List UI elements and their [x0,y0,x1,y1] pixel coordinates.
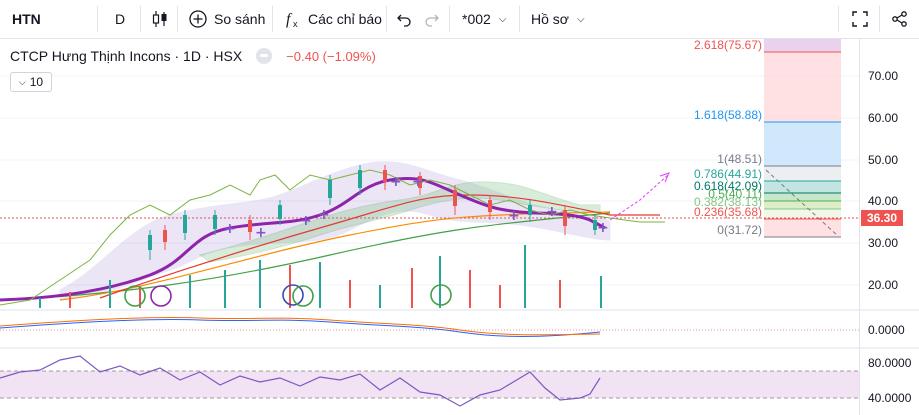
svg-text:+: + [300,213,312,229]
divider [177,6,178,32]
share-icon [892,11,907,27]
candles-icon [152,11,167,27]
symbol-button[interactable]: HTN [12,0,41,38]
rsi-pane[interactable] [0,355,859,407]
fib-label: 1.618(58.88) [693,108,762,122]
fib-label: 2.618(75.67) [693,38,762,52]
plus-circle-icon [189,10,207,28]
ma-long [0,212,611,301]
price-axis-label: 70.00 [868,69,899,83]
fib-label: 0.5(40.11) [708,187,762,201]
compare-button[interactable]: So sánh [188,0,265,38]
indicators-label: Các chỉ báo [308,11,382,27]
price-axis-label: 20.00 [868,278,899,292]
svg-text:+: + [255,225,267,241]
chevron-down-icon: ⌵ [576,13,585,25]
layout-button[interactable]: *002 ⌵ [462,0,506,38]
fib-label: 1(48.51) [717,152,762,166]
svg-text:+: + [508,208,520,224]
projection-arrow [609,174,669,221]
price-axis-label: 40.00 [868,194,899,208]
circle-signals [124,284,452,307]
rsi-axis-label: 80.0000 [868,356,912,370]
layout-label: *002 [462,11,491,27]
svg-text:f: f [286,11,293,28]
current-price-tag: 36.30 [861,210,903,226]
undo-icon [397,14,411,27]
ma-red [99,194,660,299]
redo-button[interactable] [424,0,440,38]
candles[interactable] [148,165,597,260]
profile-label: Hồ sơ [531,11,569,27]
compare-label: So sánh [214,11,266,27]
price-change: −0.40 (−1.09%) [286,48,376,64]
divider [879,6,880,32]
share-button[interactable] [891,0,909,38]
divider [449,6,450,32]
signal-markers: + + + + + + + + + [224,174,609,241]
price-axis-label: 60.00 [868,111,899,125]
svg-text:+: + [318,207,330,223]
symbol-description: CTCP Hưng Thịnh Incons · 1D · HSX [10,48,243,64]
macd-pane[interactable] [0,316,859,337]
symbol-label: HTN [12,11,41,27]
indicators-button[interactable]: f x Các chỉ báo [284,0,382,38]
ichimoku-cloud [198,181,601,263]
indicators-collapse-button[interactable]: ⌵ 10 [10,72,52,92]
svg-text:x: x [293,19,298,29]
divider [97,6,98,32]
price-axis-divider [859,39,860,415]
fib-label: 0.236(35.68) [693,205,762,219]
price-axis-label: 30.00 [868,236,899,250]
eye-icon[interactable] [256,48,273,64]
macd-axis-label: 0.0000 [868,323,905,337]
chart-legend: CTCP Hưng Thịnh Incons · 1D · HSX −0.40 … [10,48,376,64]
svg-text:+: + [224,221,236,237]
chart-style-button[interactable] [151,0,169,38]
fib-label: 0.382(38.13) [693,195,762,209]
divider [386,6,387,32]
price-axis-label: 50.00 [868,153,899,167]
top-toolbar: HTN D So sánh f x Các chỉ báo [0,0,919,39]
chevron-down-icon: ⌵ [498,13,507,25]
divider [838,6,839,32]
svg-text:+: + [390,174,402,190]
redo-icon [425,14,439,27]
undo-button[interactable] [396,0,412,38]
projection-arrowhead [659,172,670,183]
fib-label: 0(31.72) [717,223,762,237]
fullscreen-button[interactable] [851,0,869,38]
profile-button[interactable]: Hồ sơ ⌵ [531,0,585,38]
svg-text:+: + [546,204,558,220]
svg-text:+: + [597,220,609,236]
interval-button[interactable]: D [115,0,125,38]
ma-purple [0,176,606,302]
fib-label: 0.618(42.09) [693,179,762,193]
indicator-count: 10 [29,75,44,89]
ma-mid [59,211,611,301]
divider [519,6,520,32]
divider [140,6,141,32]
fib-label: 0.786(44.91) [693,167,762,181]
fx-icon: f x [286,11,298,29]
rsi-axis-label: 40.0000 [868,391,912,405]
fullscreen-icon [852,11,868,27]
svg-text:+: + [412,174,424,190]
chevron-down-icon: ⌵ [18,76,26,87]
divider [272,6,273,32]
fib-retracement[interactable] [764,39,841,238]
interval-label: D [115,11,126,27]
